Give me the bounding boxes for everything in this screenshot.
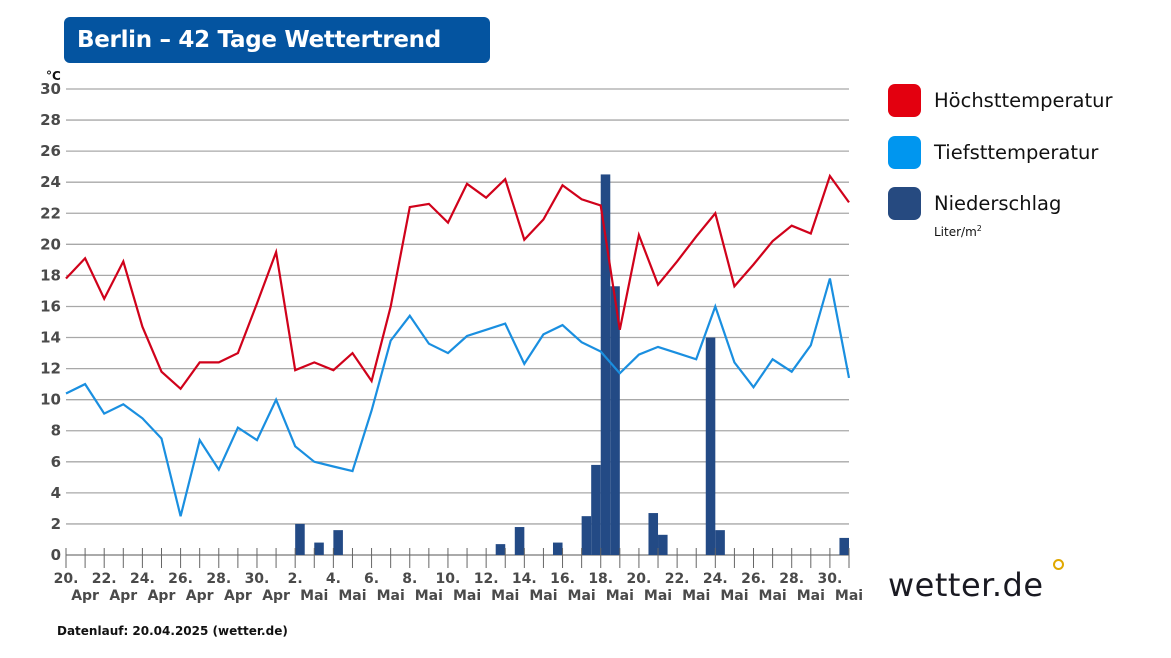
unit-superscript: 2	[976, 224, 982, 233]
x-tick-day-label: 28.	[779, 571, 804, 587]
y-tick-label: 20	[40, 235, 61, 253]
x-tick-month-label: Mai	[453, 588, 481, 604]
legend-item-max-temp: Höchsttemperatur	[888, 84, 1112, 117]
x-tick-day-label: 12.	[474, 571, 499, 587]
x-tick-day-label: 28.	[206, 571, 231, 587]
precipitation-bar	[705, 337, 716, 555]
precipitation-unit: Liter/m2	[934, 224, 982, 239]
x-tick-month-label: Mai	[644, 588, 672, 604]
y-tick-label: 16	[40, 297, 61, 315]
precipitation-bar	[581, 516, 592, 555]
x-tick-day-label: 22.	[665, 571, 690, 587]
legend-label: Höchsttemperatur	[934, 89, 1113, 112]
x-tick-month-label: Mai	[759, 588, 787, 604]
precipitation-bar	[314, 542, 324, 555]
temperature-lines	[65, 173, 851, 517]
y-tick-label: 24	[40, 173, 61, 191]
x-tick-day-label: 8.	[402, 571, 417, 587]
gridlines	[66, 88, 849, 556]
precipitation-bars	[295, 174, 849, 555]
precipitation-bar	[514, 527, 525, 555]
wetter-de-logo: wetter.de	[888, 566, 1044, 604]
x-tick-day-label: 24.	[703, 571, 728, 587]
x-tick-month-label: Mai	[377, 588, 405, 604]
x-tick-day-label: 20.	[54, 571, 79, 587]
max-temperature-line	[65, 173, 850, 391]
x-tick-month-label: Apr	[262, 588, 290, 604]
x-tick-day-label: 26.	[168, 571, 193, 587]
y-tick-label: 8	[51, 422, 61, 440]
precipitation-bar	[610, 286, 620, 555]
x-tick-month-label: Mai	[835, 588, 863, 604]
x-tick-day-label: 16.	[550, 571, 575, 587]
legend-swatch-max-temp	[888, 84, 921, 117]
x-tick-month-label: Mai	[720, 588, 748, 604]
x-tick-month-label: Apr	[148, 588, 176, 604]
legend-label: Niederschlag	[934, 192, 1062, 215]
logo-sun-icon	[1053, 559, 1064, 570]
legend-item-min-temp: Tiefsttemperatur	[888, 136, 1098, 169]
y-tick-label: 18	[40, 266, 61, 284]
x-tick-day-label: 22.	[92, 571, 117, 587]
x-tick-month-label: Apr	[71, 588, 99, 604]
precipitation-bar	[591, 464, 601, 555]
y-tick-label: 0	[51, 546, 61, 564]
legend-label: Tiefsttemperatur	[934, 141, 1099, 164]
x-tick-day-label: 24.	[130, 571, 155, 587]
legend-swatch-min-temp	[888, 136, 921, 169]
x-tick-day-label: 26.	[741, 571, 766, 587]
legend-item-precipitation: Niederschlag	[888, 187, 1061, 220]
precipitation-bar	[658, 534, 668, 555]
y-tick-label: 10	[40, 391, 61, 409]
y-tick-label: 30	[40, 80, 61, 98]
x-tick-day-label: 2.	[288, 571, 303, 587]
x-tick-month-label: Mai	[300, 588, 328, 604]
x-tick-day-label: 14.	[512, 571, 537, 587]
x-tick-month-label: Mai	[491, 588, 519, 604]
y-tick-label: 2	[51, 515, 61, 533]
precipitation-bar	[600, 174, 611, 555]
x-tick-day-label: 4.	[326, 571, 341, 587]
x-tick-day-label: 30.	[245, 571, 270, 587]
data-run-footer: Datenlauf: 20.04.2025 (wetter.de)	[57, 624, 288, 638]
y-tick-label: 6	[51, 453, 61, 471]
min-temperature-line	[65, 278, 851, 517]
precipitation-bar	[495, 544, 506, 555]
x-tick-day-label: 10.	[436, 571, 461, 587]
x-tick-month-label: Mai	[415, 588, 443, 604]
chart-title: Berlin – 42 Tage Wettertrend	[77, 27, 441, 53]
x-tick-month-label: Apr	[109, 588, 137, 604]
x-tick-month-label: Mai	[797, 588, 825, 604]
x-tick-month-label: Mai	[338, 588, 366, 604]
x-tick-day-label: 18.	[588, 571, 613, 587]
x-tick-month-label: Mai	[606, 588, 634, 604]
x-tick-month-label: Mai	[682, 588, 710, 604]
x-tick-month-label: Apr	[186, 588, 214, 604]
x-tick-day-label: 6.	[364, 571, 379, 587]
x-tick-month-label: Mai	[529, 588, 557, 604]
title-banner: Berlin – 42 Tage Wettertrend	[64, 17, 490, 63]
x-axis: 20.Apr22.Apr24.Apr26.Apr28.Apr30.Apr2.Ma…	[54, 548, 863, 604]
x-tick-day-label: 20.	[627, 571, 652, 587]
precipitation-bar	[552, 542, 563, 555]
y-axis-unit: °C	[46, 69, 61, 83]
precipitation-bar	[333, 530, 343, 555]
precipitation-bar	[839, 537, 849, 555]
y-tick-label: 26	[40, 142, 61, 160]
unit-text: Liter/m	[934, 225, 977, 239]
y-tick-label: 14	[40, 329, 61, 347]
x-tick-month-label: Apr	[224, 588, 252, 604]
y-tick-label: 22	[40, 204, 61, 222]
y-tick-label: 4	[51, 484, 61, 502]
precipitation-bar	[715, 530, 725, 555]
precipitation-bar	[295, 523, 305, 555]
precipitation-bar	[648, 513, 659, 555]
legend-swatch-precipitation	[888, 187, 921, 220]
x-tick-month-label: Mai	[568, 588, 596, 604]
x-tick-day-label: 30.	[817, 571, 842, 587]
y-tick-label: 12	[40, 360, 61, 378]
y-tick-label: 28	[40, 111, 61, 129]
